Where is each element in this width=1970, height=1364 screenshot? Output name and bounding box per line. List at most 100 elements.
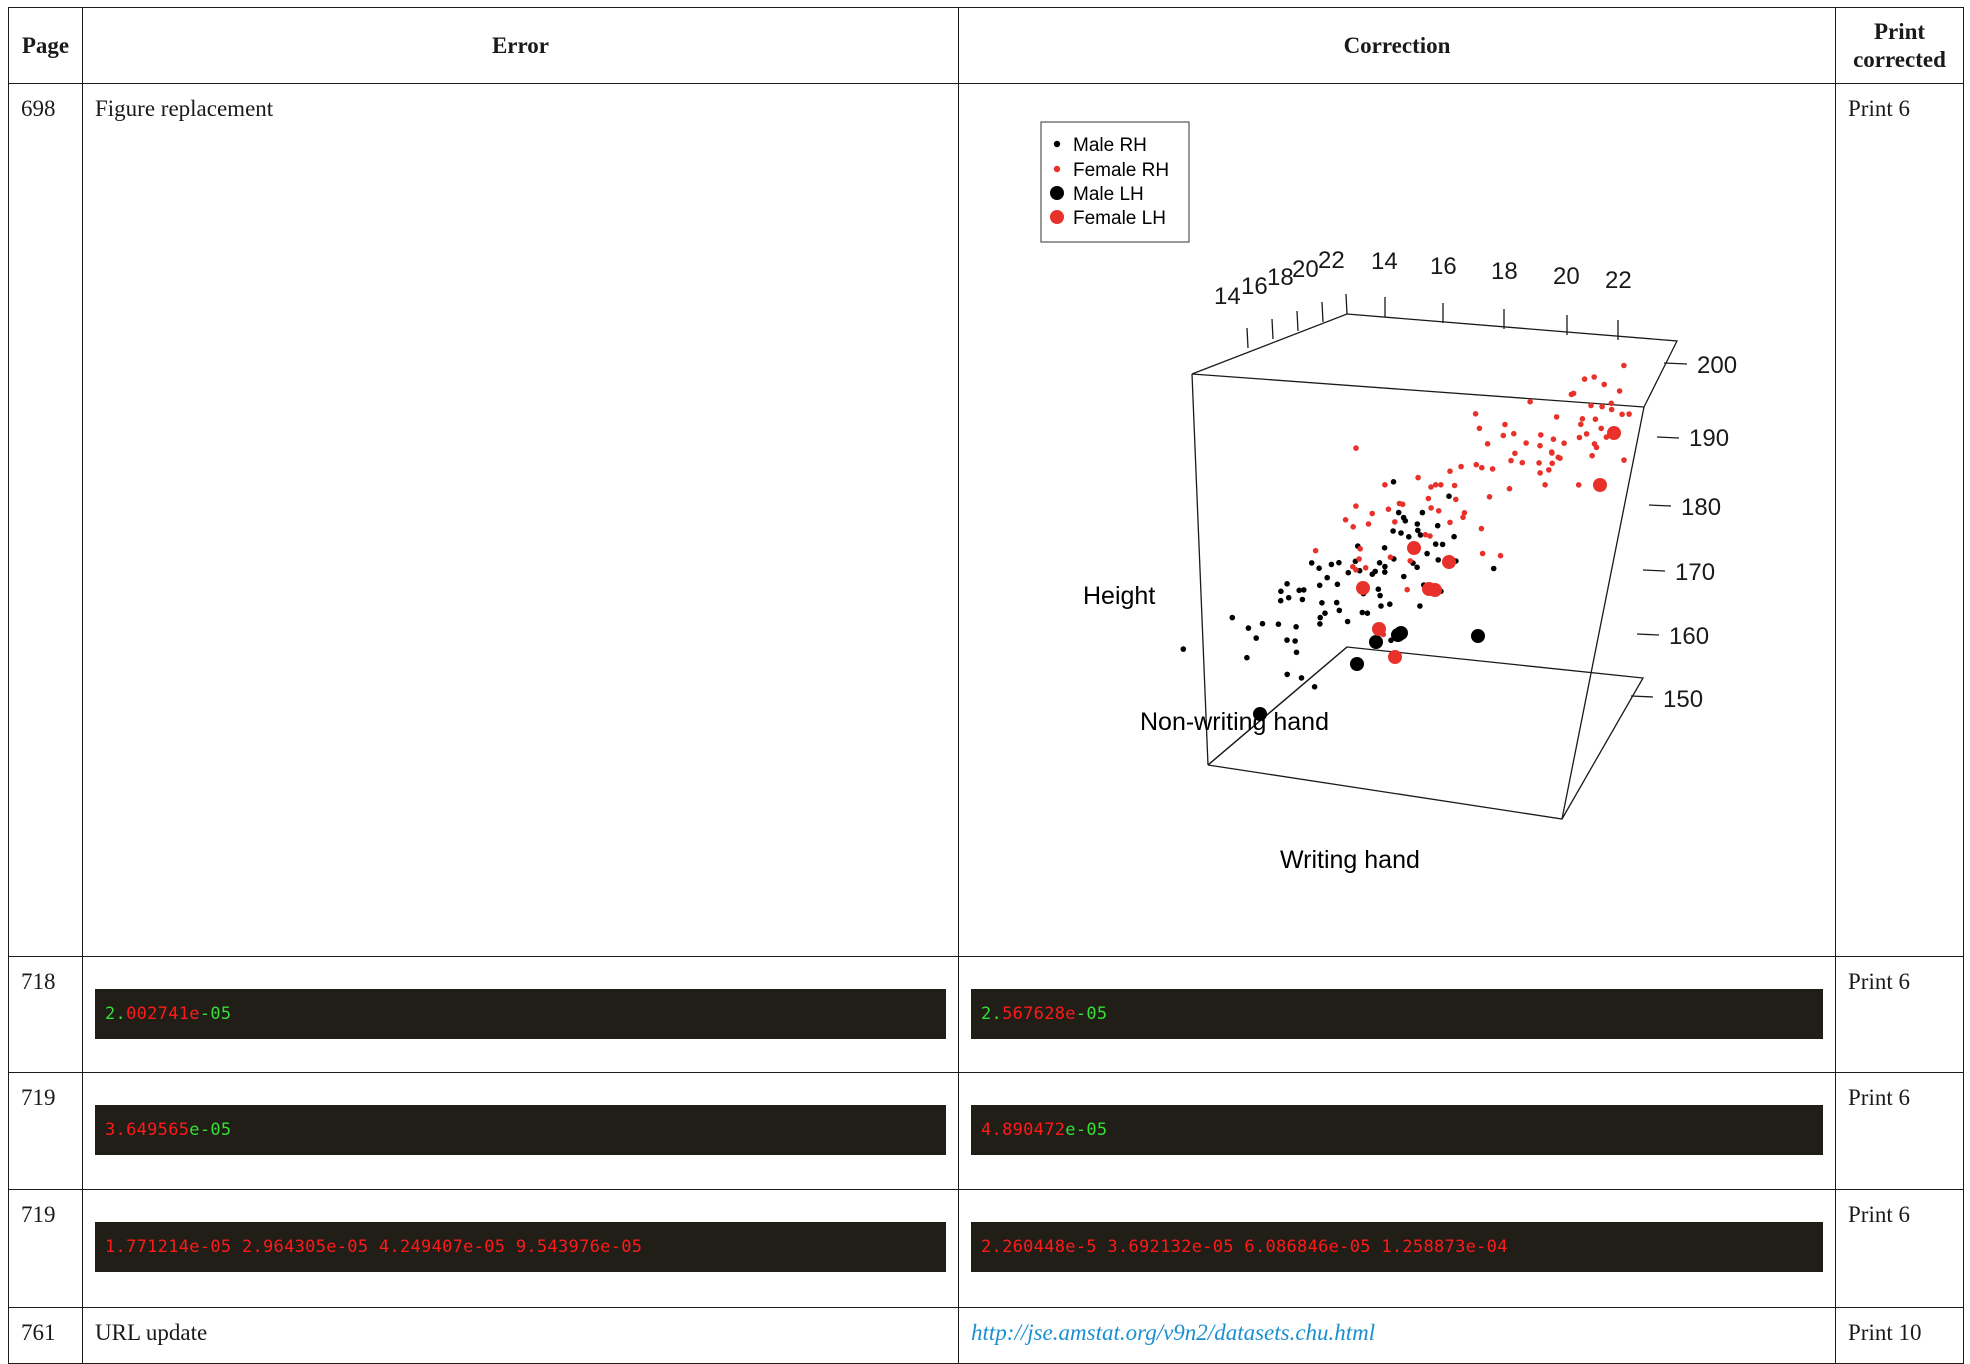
male-rh-point <box>1398 530 1404 536</box>
female-rh-point <box>1476 425 1483 432</box>
female-rh-point <box>1546 467 1552 473</box>
errata-table: Page Error Correction Print corrected 69… <box>8 6 1964 1364</box>
male-rh-point <box>1334 581 1341 588</box>
legend-female-rh: Female RH <box>1073 160 1169 181</box>
male-rh-point <box>1317 614 1323 621</box>
female-rh-point <box>1365 521 1372 527</box>
female-rh-point <box>1451 482 1458 489</box>
female-rh-point <box>1581 376 1588 383</box>
male-lh-point <box>1350 657 1364 672</box>
male-rh-point <box>1333 599 1340 606</box>
male-rh-point <box>1435 557 1441 563</box>
male-rh-point <box>1285 595 1292 601</box>
male-rh-point <box>1308 560 1315 566</box>
code-block: 4.890472 e-05 <box>971 1105 1823 1156</box>
female-rh-point <box>1548 449 1555 456</box>
female-rh-point <box>1538 432 1544 438</box>
figure-legend: Male RH Female RH Male LH Female LH <box>1040 121 1190 243</box>
male-rh-point <box>1336 560 1342 566</box>
correction-cell: 4.890472 e-05 <box>958 1072 1836 1191</box>
female-rh-point <box>1407 558 1413 564</box>
female-rh-point <box>1500 432 1507 439</box>
female-rh-point <box>1599 403 1605 410</box>
male-rh-point <box>1424 550 1430 557</box>
male-rh-point <box>1415 527 1421 534</box>
male-rh-point <box>1451 534 1457 540</box>
male-rh-point <box>1378 603 1384 609</box>
female-rh-point <box>1350 564 1356 570</box>
female-rh-point <box>1519 460 1526 466</box>
correction-cell: http://jse.amstat.org/v9n2/datasets.chu.… <box>958 1307 1836 1364</box>
female-rh-point <box>1453 496 1459 503</box>
male-rh-point <box>1417 603 1423 609</box>
male-rh-point <box>1382 563 1388 570</box>
male-rh-point <box>1311 684 1318 690</box>
female-rh-point <box>1427 533 1433 539</box>
code-part: 567628e <box>1002 1004 1076 1025</box>
error-cell: 2. 002741e -05 <box>82 956 959 1074</box>
male-rh-point <box>1390 528 1396 534</box>
male-rh-point <box>1244 655 1250 661</box>
female-rh-point <box>1447 519 1453 526</box>
code-part: 002741e <box>126 1004 200 1025</box>
female-rh-point <box>1511 431 1517 437</box>
female-rh-point <box>1432 482 1439 488</box>
female-rh-point <box>1369 510 1375 517</box>
axis-label-writing: Writing hand <box>1280 846 1420 874</box>
code-part: -05 <box>1075 1004 1108 1025</box>
female-rh-point <box>1353 503 1359 510</box>
female-rh-point <box>1460 514 1466 521</box>
female-rh-point <box>1312 548 1319 554</box>
table-row: 761 URL update http://jse.amstat.org/v9n… <box>8 1307 1964 1364</box>
female-rh-point <box>1523 440 1529 446</box>
male-rh-point <box>1432 541 1439 548</box>
code-part: 3.649565 <box>105 1120 190 1141</box>
female-rh-point <box>1478 525 1485 532</box>
female-rh-point <box>1342 517 1349 523</box>
male-rh-point <box>1419 509 1426 516</box>
female-rh-point <box>1553 414 1560 420</box>
female-rh-point <box>1489 466 1496 472</box>
female-rh-point <box>1387 554 1394 561</box>
male-rh-point <box>1434 523 1441 529</box>
female-rh-point <box>1619 411 1625 418</box>
male-rh-point <box>1387 601 1393 608</box>
female-rh-point <box>1608 406 1615 413</box>
male-rh-point <box>1336 607 1343 614</box>
male-rh-point <box>1446 493 1452 500</box>
code-part: 2. <box>105 1004 127 1025</box>
female-rh-point <box>1479 465 1485 471</box>
legend-male-lh: Male LH <box>1073 184 1144 205</box>
correction-cell: 2. 567628e -05 <box>958 956 1836 1074</box>
male-rh-point <box>1296 587 1302 594</box>
male-rh-point <box>1490 565 1497 572</box>
female-rh-point <box>1575 482 1582 488</box>
code-block: 3.649565 e-05 <box>95 1105 946 1156</box>
code-block: 1.771214e-05 2.964305e-05 4.249407e-05 9… <box>95 1222 946 1273</box>
male-rh-point <box>1324 575 1330 581</box>
female-rh-point <box>1484 441 1491 447</box>
female-rh-point <box>1536 460 1542 466</box>
correction-figure-cell: Male RH Female RH Male LH Female LH <box>958 83 1836 958</box>
female-rh-point <box>1542 482 1548 488</box>
female-rh-point <box>1399 501 1406 508</box>
female-rh-point <box>1588 402 1594 409</box>
male-rh-point <box>1345 570 1352 576</box>
tick-label-right-20: 20 <box>1553 263 1580 290</box>
male-lh-point <box>1471 629 1485 644</box>
url-link[interactable]: http://jse.amstat.org/v9n2/datasets.chu.… <box>971 1320 1376 1346</box>
print-cell: Print 6 <box>1835 1189 1964 1309</box>
male-rh-point <box>1298 675 1305 681</box>
error-cell: 3.649565 e-05 <box>82 1072 959 1191</box>
female-rh-point <box>1385 506 1392 513</box>
axis-ticks <box>1246 294 1688 698</box>
male-rh-point <box>1319 600 1325 606</box>
header-print-label: Print corrected <box>1853 19 1946 72</box>
female-rh-point <box>1527 399 1533 405</box>
code-part: e-05 <box>1065 1120 1108 1141</box>
female-rh-point <box>1626 411 1632 418</box>
female-rh-point <box>1506 486 1513 492</box>
male-rh-point <box>1259 621 1266 627</box>
female-rh-point <box>1601 381 1607 388</box>
male-rh-point <box>1372 568 1378 575</box>
